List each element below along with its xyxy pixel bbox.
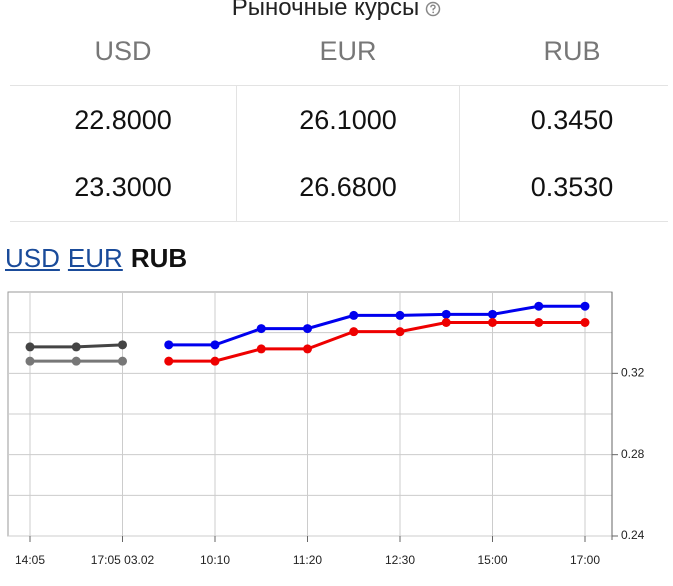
data-point	[256, 324, 266, 334]
data-point	[256, 344, 266, 354]
data-point	[488, 309, 497, 319]
data-point	[488, 318, 497, 327]
header: Рыночные курсы	[0, 0, 673, 22]
rate-cell: 0.3450	[530, 105, 614, 135]
x-tick-label: 10:10	[200, 553, 230, 567]
tab[interactable]: EUR	[67, 243, 123, 273]
data-point	[25, 342, 35, 352]
series-line	[168, 321, 585, 363]
rate-cell: 22.8000	[74, 105, 172, 135]
data-point	[395, 327, 405, 337]
x-tick-label: 17:05 03.02	[91, 553, 155, 567]
help-icon[interactable]	[425, 1, 441, 17]
column-header: USD	[94, 36, 152, 66]
rate-cell: 26.6800	[299, 172, 397, 202]
y-tick-label: 0.28	[621, 447, 645, 461]
column-header: EUR	[319, 36, 377, 66]
data-point	[580, 318, 590, 327]
data-point	[164, 356, 174, 366]
tabs: USD EUR RUB	[5, 243, 187, 274]
data-point	[210, 340, 220, 350]
x-tick-label: 11:20	[293, 553, 322, 567]
data-point	[210, 356, 220, 366]
data-point	[71, 356, 81, 366]
x-tick-label: 17:00	[570, 553, 600, 567]
rate-cell: 0.3530	[530, 172, 614, 202]
data-point	[164, 340, 174, 350]
data-point	[71, 342, 81, 352]
x-tick-label: 12:30	[385, 553, 415, 567]
data-point	[118, 356, 127, 366]
data-point	[534, 301, 544, 311]
x-tick-label: 15:00	[477, 553, 507, 567]
y-tick-label: 0.32	[621, 366, 645, 380]
rate-cell: 23.3000	[74, 172, 172, 202]
data-point	[303, 344, 312, 354]
data-point	[349, 310, 359, 320]
data-point	[25, 356, 35, 366]
divider	[236, 86, 237, 221]
data-point	[395, 310, 405, 320]
data-point	[441, 318, 451, 327]
divider	[459, 86, 460, 221]
data-point	[118, 340, 127, 350]
y-tick-label: 0.24	[621, 528, 645, 542]
series-line	[168, 304, 585, 347]
x-tick-label: 14:05	[15, 553, 45, 567]
data-point	[441, 309, 451, 319]
divider	[10, 221, 668, 222]
column-header: RUB	[543, 36, 601, 66]
data-point	[303, 324, 312, 334]
rate-cell: 26.1000	[299, 105, 397, 135]
data-point	[580, 301, 590, 311]
tab[interactable]: USD	[5, 243, 60, 273]
data-point	[534, 318, 544, 327]
divider	[10, 85, 668, 86]
tab: RUB	[130, 243, 188, 273]
title: Рыночные курсы	[231, 0, 420, 21]
data-point	[349, 327, 359, 337]
